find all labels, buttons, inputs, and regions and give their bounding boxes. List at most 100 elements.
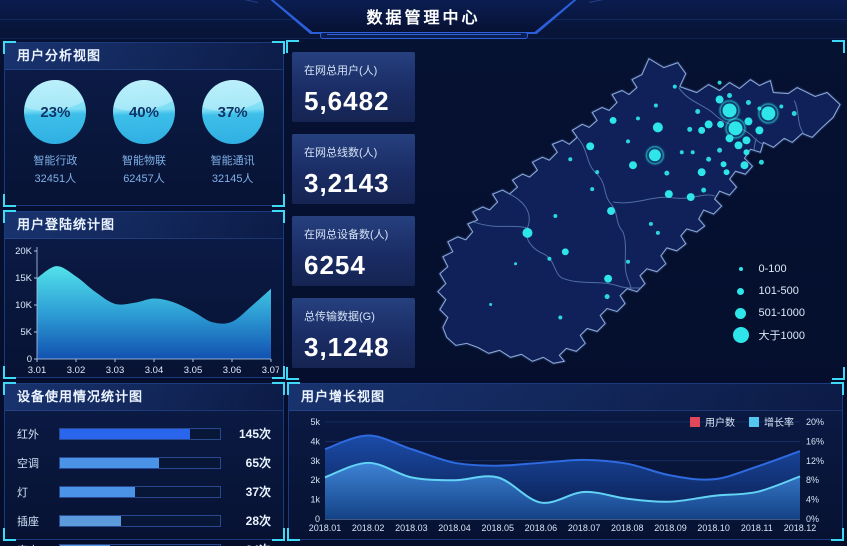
device-bar-track bbox=[59, 543, 221, 546]
gauge-percent: 37% bbox=[217, 103, 248, 121]
svg-text:15K: 15K bbox=[15, 273, 33, 284]
corner-bracket bbox=[3, 210, 16, 223]
device-bar-track bbox=[59, 485, 221, 498]
stat-value: 5,6482 bbox=[304, 86, 390, 116]
device-value: 37次 bbox=[245, 485, 271, 499]
corner-bracket bbox=[287, 528, 300, 541]
panel-title-user-analysis: 用户分析视图 bbox=[5, 43, 283, 70]
growth-y-axis-right: 0% 4% 8% 12% 16% 20% bbox=[806, 417, 824, 524]
svg-text:3.03: 3.03 bbox=[106, 365, 125, 376]
svg-text:2018.09: 2018.09 bbox=[654, 523, 687, 533]
svg-text:3.06: 3.06 bbox=[223, 365, 242, 376]
growth-x-axis: 2018.01 2018.02 2018.03 2018.04 2018.05 2018.… bbox=[309, 523, 817, 533]
corner-bracket bbox=[3, 528, 16, 541]
device-bar-row: 灯 37次 bbox=[17, 483, 271, 500]
svg-text:4k: 4k bbox=[310, 436, 320, 446]
svg-text:4%: 4% bbox=[806, 495, 819, 505]
panel-login-stats: 用户登陆统计图 0 5K 10K 15K 20K 3.01 3.02 3.03 3.04 3.05… bbox=[3, 210, 285, 379]
login-chart-wrap: 0 5K 10K 15K 20K 3.01 3.02 3.03 3.04 3.05 3.06 3.07 bbox=[5, 239, 283, 384]
growth-line-rate bbox=[324, 461, 801, 504]
region-bubble-map[interactable] bbox=[418, 42, 843, 378]
header: 数据管理中心 bbox=[0, 0, 847, 39]
device-value: 28次 bbox=[245, 514, 271, 528]
legend-label-growth: 增长率 bbox=[764, 418, 794, 429]
device-bar-fill bbox=[60, 544, 110, 546]
login-x-axis: 3.01 3.02 3.03 3.04 3.05 3.06 3.07 bbox=[28, 359, 280, 376]
map-bubbles[interactable] bbox=[489, 80, 797, 320]
corner-bracket bbox=[831, 528, 844, 541]
header-diagonal-left bbox=[111, 0, 258, 3]
svg-text:2018.04: 2018.04 bbox=[438, 523, 471, 533]
stat-card-total-data: 总传输数据(G) 3,1248 bbox=[292, 298, 415, 368]
device-bar-fill bbox=[60, 457, 160, 468]
svg-text:2018.08: 2018.08 bbox=[611, 523, 644, 533]
panel-title-device-usage: 设备使用情况统计图 bbox=[5, 384, 283, 411]
svg-text:2018.10: 2018.10 bbox=[697, 523, 730, 533]
login-y-axis: 0 5K 10K 15K 20K bbox=[15, 246, 37, 365]
stat-label: 在网总设备数(人) bbox=[304, 229, 389, 241]
panel-title-user-growth: 用户增长视图 bbox=[289, 384, 842, 411]
svg-text:10K: 10K bbox=[15, 300, 33, 311]
svg-text:2018.02: 2018.02 bbox=[352, 523, 385, 533]
legend-item-growth[interactable]: 增长率 bbox=[749, 414, 794, 429]
corner-bracket bbox=[272, 528, 285, 541]
svg-text:3.07: 3.07 bbox=[262, 365, 279, 376]
map-legend-row: 大于1000 bbox=[731, 327, 806, 343]
corner-bracket bbox=[286, 367, 299, 380]
map-legend-label: 501-1000 bbox=[758, 307, 806, 319]
map-legend-row: 101-500 bbox=[731, 284, 806, 298]
gauge-comm: 37% 智能通讯 32145人 bbox=[190, 80, 276, 186]
gauge-percent: 23% bbox=[40, 103, 71, 121]
svg-text:2018.05: 2018.05 bbox=[481, 523, 514, 533]
header-diagonal-right bbox=[589, 0, 736, 3]
map-legend-label: 0-100 bbox=[758, 263, 787, 275]
corner-bracket bbox=[272, 366, 285, 379]
stat-value: 3,1248 bbox=[304, 332, 390, 362]
map-legend-label: 大于1000 bbox=[758, 330, 805, 342]
svg-text:2018.01: 2018.01 bbox=[309, 523, 342, 533]
svg-text:20%: 20% bbox=[806, 417, 824, 427]
svg-text:8%: 8% bbox=[806, 475, 819, 485]
map-legend-dot bbox=[732, 327, 749, 343]
svg-text:2018.03: 2018.03 bbox=[395, 523, 428, 533]
legend-swatch-growth bbox=[749, 416, 759, 427]
panel-user-growth: 用户增长视图 用户数 增长率 0 1k 2k 3k 4k 5k 0% 4% 8% 12% 16% 20… bbox=[287, 382, 844, 541]
overview-section: 在网总用户(人) 5,6482 在网总线数(人) 3,2143 在网总设备数(人… bbox=[286, 40, 845, 380]
device-bar-fill bbox=[60, 486, 136, 497]
device-bar-row: 窗帘 24次 bbox=[17, 541, 271, 546]
corner-bracket bbox=[3, 382, 16, 395]
device-bar-row: 空调 65次 bbox=[17, 454, 271, 471]
svg-text:5K: 5K bbox=[20, 327, 32, 338]
stats-column: 在网总用户(人) 5,6482 在网总线数(人) 3,2143 在网总设备数(人… bbox=[288, 42, 418, 378]
gauge-admin: 23% 智能行政 32451人 bbox=[12, 80, 98, 186]
stat-value: 6254 bbox=[304, 250, 366, 280]
stat-label: 在网总线数(人) bbox=[304, 147, 378, 159]
svg-text:20K: 20K bbox=[15, 246, 33, 257]
stat-label: 在网总用户(人) bbox=[304, 65, 378, 77]
gauge-count: 32145人 bbox=[211, 173, 254, 185]
gauge-count: 62457人 bbox=[123, 173, 165, 185]
device-bar-row: 红外 145次 bbox=[17, 425, 271, 442]
device-bar-row: 插座 28次 bbox=[17, 512, 271, 529]
device-bar-fill bbox=[60, 428, 190, 439]
map-legend: 0-100 101-500 501-1000 大于1000 bbox=[731, 262, 806, 343]
legend-item-users[interactable]: 用户数 bbox=[690, 414, 735, 429]
gauge-label: 智能行政 bbox=[33, 155, 78, 167]
growth-line-users bbox=[324, 434, 801, 481]
map-area: 0-100 101-500 501-1000 大于1000 bbox=[418, 42, 843, 378]
corner-bracket bbox=[3, 366, 16, 379]
login-area-chart: 0 5K 10K 15K 20K 3.01 3.02 3.03 3.04 3.05 3.06 3.07 bbox=[15, 246, 280, 376]
corner-bracket bbox=[3, 41, 16, 54]
device-label: 插座 bbox=[17, 515, 39, 528]
legend-swatch-users bbox=[690, 416, 700, 427]
svg-text:3.02: 3.02 bbox=[67, 365, 86, 376]
gauge-iot: 40% 智能物联 62457人 bbox=[101, 80, 187, 186]
device-bar-fill bbox=[60, 515, 121, 526]
svg-text:5k: 5k bbox=[310, 417, 320, 427]
stat-card-total-lines: 在网总线数(人) 3,2143 bbox=[292, 134, 415, 204]
svg-text:3k: 3k bbox=[310, 456, 320, 466]
gauge-count: 32451人 bbox=[34, 173, 77, 185]
svg-text:3.01: 3.01 bbox=[28, 365, 47, 376]
